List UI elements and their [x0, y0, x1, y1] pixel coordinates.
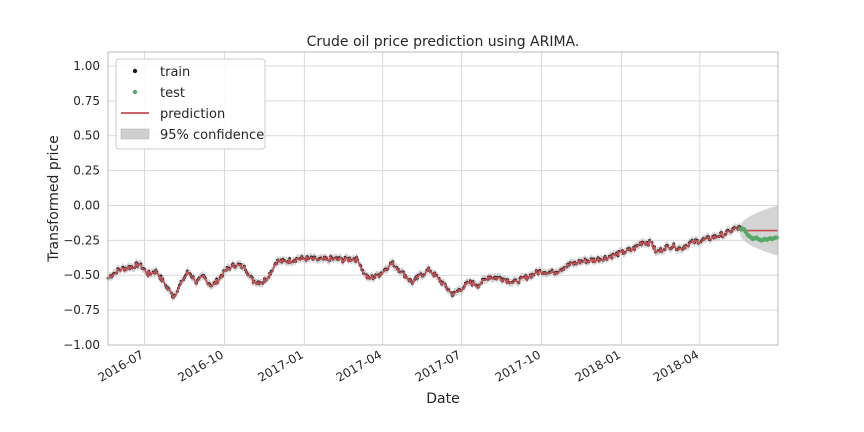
y-tick-label: −1.00 [63, 338, 100, 352]
y-axis-label: Transformed price [46, 135, 62, 262]
confidence-band [108, 205, 778, 302]
y-tick-label: 0.00 [73, 198, 100, 212]
test-points-layer [738, 226, 780, 243]
y-tick-label: 0.75 [73, 94, 100, 108]
y-tick-label: 0.50 [73, 129, 100, 143]
x-tick-label: 2018-01 [573, 347, 623, 384]
legend-label: 95% confidence [160, 128, 264, 143]
legend-label: test [160, 86, 185, 101]
x-axis-ticks: 2016-07 2016-10 2017-01 2017-04 2017-07 2017-… [96, 347, 702, 384]
legend-marker [132, 89, 138, 95]
x-tick-label: 2017-07 [413, 347, 463, 384]
y-tick-label: −0.25 [63, 233, 100, 247]
train-points-layer [106, 225, 742, 299]
x-axis-label: Date [426, 391, 459, 407]
x-tick-label: 2017-10 [493, 347, 543, 384]
y-tick-label: −0.75 [63, 303, 100, 317]
legend-box [115, 58, 266, 150]
y-axis-ticks: −1.00 −0.75 −0.50 −0.25 0.00 0.25 0.50 0.75 1.00 [63, 59, 100, 352]
x-tick-label: 2016-07 [96, 347, 146, 384]
legend: train test prediction 95% confidence [115, 58, 266, 150]
x-tick-label: 2017-01 [255, 347, 305, 384]
y-tick-label: 0.25 [73, 164, 100, 178]
test-point [774, 235, 780, 240]
x-tick-label: 2017-04 [334, 347, 384, 384]
chart-title: Crude oil price prediction using ARIMA. [307, 34, 580, 50]
prediction-line [107, 225, 740, 300]
y-tick-label: −0.50 [63, 268, 100, 282]
confidence-band-layer [108, 205, 778, 302]
legend-label: prediction [160, 107, 225, 122]
legend-marker [120, 128, 150, 140]
legend-marker [132, 68, 138, 74]
y-tick-label: 1.00 [73, 59, 100, 73]
x-tick-label: 2018-04 [651, 347, 701, 384]
legend-label: train [160, 65, 190, 80]
x-tick-label: 2016-10 [176, 347, 226, 384]
plot-frame [107, 51, 779, 346]
